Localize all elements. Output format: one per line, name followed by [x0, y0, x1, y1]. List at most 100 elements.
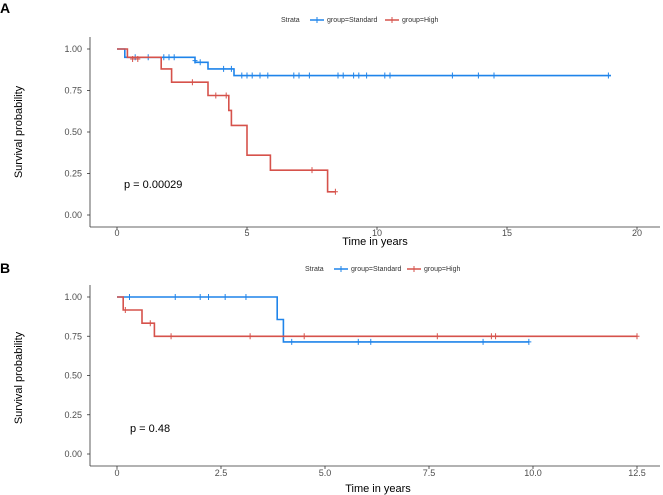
censor-mark-standard: [126, 294, 132, 300]
x-tick-label: 15: [502, 228, 512, 238]
survival-curve-standard: [117, 296, 529, 343]
legend-title-b: Strata: [305, 266, 324, 273]
censor-mark-standard: [265, 72, 271, 79]
censor-mark-high: [434, 333, 440, 340]
censor-mark-standard: [356, 72, 362, 79]
legend-label-high-a: group=High: [402, 17, 438, 24]
censor-mark-standard: [449, 72, 455, 79]
panel-label-a: A: [0, 0, 10, 16]
censor-mark-high: [493, 333, 499, 340]
censor-mark-high: [301, 333, 307, 340]
censor-mark-standard: [192, 57, 198, 64]
legend-label-standard-b: group=Standard: [351, 266, 402, 273]
censor-mark-standard: [335, 72, 341, 79]
x-tick-label: 7.5: [423, 468, 436, 478]
survival-curve-standard: [117, 48, 611, 77]
legend-key-standard-a: [310, 17, 324, 23]
censor-mark-standard: [239, 72, 245, 79]
censor-mark-standard: [289, 338, 295, 345]
censor-mark-high: [130, 55, 136, 62]
y-tick-label: 0.00: [64, 449, 82, 459]
censor-mark-standard: [197, 294, 203, 300]
p-value-b: p = 0.48: [130, 423, 170, 435]
y-tick-label: 0.75: [64, 331, 82, 341]
censor-mark-high: [147, 320, 153, 327]
censor-mark-standard: [491, 72, 497, 79]
y-tick-label: 1.00: [64, 44, 82, 54]
censor-mark-standard: [475, 72, 481, 79]
survival-curve-high: [117, 296, 637, 338]
censor-mark-high: [223, 92, 229, 99]
y-tick-label: 0.50: [64, 371, 82, 381]
panel-b: B Strata group=Standard group=High Survi…: [0, 260, 660, 495]
y-tick-label: 1.00: [64, 292, 82, 302]
censor-mark-high: [122, 307, 128, 314]
censor-mark-standard: [206, 294, 212, 300]
censor-mark-high: [332, 188, 338, 195]
censor-mark-high: [189, 79, 195, 86]
censor-mark-standard: [249, 72, 255, 79]
censor-mark-standard: [605, 72, 611, 79]
p-value-a: p = 0.00029: [124, 179, 182, 191]
censor-mark-high: [634, 333, 640, 340]
x-tick-label: 10.0: [524, 468, 542, 478]
y-tick-label: 0.25: [64, 169, 82, 179]
censor-mark-standard: [480, 338, 486, 345]
censor-mark-standard: [387, 72, 393, 79]
legend-label-high-b: group=High: [424, 266, 460, 273]
x-tick-label: 5.0: [319, 468, 332, 478]
censor-mark-standard: [221, 65, 227, 72]
censor-mark-standard: [197, 59, 203, 66]
y-tick-label: 0.00: [64, 210, 82, 220]
legend-label-standard-a: group=Standard: [327, 17, 378, 24]
censor-mark-standard: [228, 65, 234, 72]
x-tick-label: 0: [114, 468, 119, 478]
censor-mark-high: [309, 167, 315, 174]
x-tick-label: 10: [372, 228, 382, 238]
censor-mark-standard: [351, 72, 357, 79]
y-tick-label: 0.25: [64, 410, 82, 420]
legend-title-a: Strata: [281, 17, 300, 24]
legend-key-standard-b: [334, 266, 348, 272]
y-axis-title-a: Survival probability: [13, 85, 25, 178]
x-tick-label: 5: [244, 228, 249, 238]
censor-mark-high: [247, 333, 253, 340]
censor-mark-standard: [355, 338, 361, 345]
x-tick-label: 0: [114, 228, 119, 238]
censor-mark-standard: [171, 54, 177, 61]
legend-key-high-b: [407, 266, 421, 272]
x-tick-label: 20: [632, 228, 642, 238]
x-tick-label: 12.5: [628, 468, 646, 478]
censor-mark-standard: [364, 72, 370, 79]
censor-mark-standard: [257, 72, 263, 79]
censor-mark-standard: [244, 72, 250, 79]
x-tick-label: 2.5: [215, 468, 228, 478]
censor-mark-standard: [306, 72, 312, 79]
plot-area-b: 0.00 0.25 0.50 0.75 1.00 0 2.5 5.0 7.5 10.0 12.5: [64, 285, 660, 478]
legend-key-high-a: [385, 17, 399, 23]
x-axis-title-b: Time in years: [345, 483, 411, 495]
censor-mark-high: [213, 92, 219, 99]
censor-mark-high: [135, 55, 141, 62]
censor-mark-standard: [368, 338, 374, 345]
y-axis-title-b: Survival probability: [13, 331, 25, 424]
censor-mark-standard: [340, 72, 346, 79]
censor-mark-standard: [161, 54, 167, 61]
panel-label-b: B: [0, 260, 10, 276]
survival-curve-high: [117, 48, 336, 193]
panel-a: A Strata group=Standard group=High Survi…: [0, 0, 660, 248]
censor-mark-standard: [172, 294, 178, 300]
y-tick-label: 0.75: [64, 86, 82, 96]
censor-mark-standard: [291, 72, 297, 79]
plot-area-a: 0.00 0.25 0.50 0.75 1.00 0 5 10 15 20: [64, 37, 660, 238]
censor-mark-standard: [382, 72, 388, 79]
censor-mark-standard: [296, 72, 302, 79]
censor-mark-standard: [243, 294, 249, 300]
censor-mark-high: [168, 333, 174, 340]
y-tick-label: 0.50: [64, 127, 82, 137]
censor-mark-standard: [166, 54, 172, 61]
censor-mark-standard: [222, 294, 228, 300]
censor-mark-standard: [526, 338, 532, 345]
x-axis-title-a: Time in years: [342, 236, 408, 248]
